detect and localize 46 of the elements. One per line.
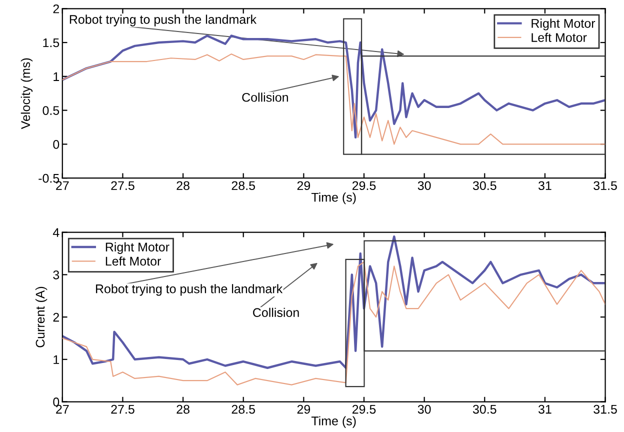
annotation: Robot trying to push the landmark <box>96 284 283 296</box>
x-tick-label: 28 <box>176 404 190 414</box>
y-tick-label: 2 <box>53 4 59 14</box>
x-tick-label: 30.5 <box>472 181 496 190</box>
y-tick-label: 0 <box>53 140 60 149</box>
legend-label: Left Motor <box>106 256 161 266</box>
legend-label: Left Motor <box>532 32 587 42</box>
legend-label: Right Motor <box>106 242 170 254</box>
line-series <box>62 53 606 145</box>
x-tick-label: 28.5 <box>232 404 255 414</box>
x-tick-label: 31.5 <box>594 181 617 190</box>
y-tick-label: 3 <box>53 270 60 280</box>
y-tick-label: -0.5 <box>38 174 60 183</box>
x-tick-label: 27.5 <box>111 404 134 414</box>
x-axis-title: Time (s) <box>311 416 356 428</box>
annotation: Collision <box>253 308 299 317</box>
x-tick-label: 27 <box>56 404 69 414</box>
y-axis-title: Velocity (ms) <box>20 58 33 130</box>
x-tick-label: 28 <box>176 181 190 190</box>
line-series <box>62 34 606 139</box>
x-axis-title: Time (s) <box>311 192 356 204</box>
x-tick-label: 30 <box>418 404 431 414</box>
annotation: Collision <box>242 92 288 102</box>
x-tick-label: 27 <box>56 181 69 190</box>
x-tick-label: 29 <box>297 181 310 190</box>
line-series <box>62 235 606 369</box>
x-tick-label: 29 <box>297 404 310 414</box>
x-tick-label: 30.5 <box>472 404 496 414</box>
y-tick-label: 0.5 <box>42 106 60 115</box>
x-tick-label: 27.5 <box>111 181 134 190</box>
x-tick-label: 29.5 <box>352 181 376 190</box>
y-tick-label: 1.5 <box>43 38 60 48</box>
y-tick-label: 4 <box>52 228 60 237</box>
y-tick-label: 1 <box>54 355 60 364</box>
x-tick-label: 31 <box>538 404 552 414</box>
legend-label: Right Motor <box>532 18 596 30</box>
annotation: Robot trying to push the landmark <box>70 14 257 26</box>
y-tick-label: 2 <box>53 312 59 322</box>
x-tick-label: 28.5 <box>232 181 255 190</box>
y-tick-label: 0 <box>53 398 60 406</box>
x-tick-label: 29.5 <box>352 404 376 414</box>
x-tick-label: 31 <box>538 181 552 190</box>
y-axis-title: Current (A) <box>35 286 48 348</box>
y-tick-label: 1 <box>54 72 60 81</box>
x-tick-label: 31.5 <box>594 404 617 414</box>
x-tick-label: 30 <box>418 181 431 190</box>
